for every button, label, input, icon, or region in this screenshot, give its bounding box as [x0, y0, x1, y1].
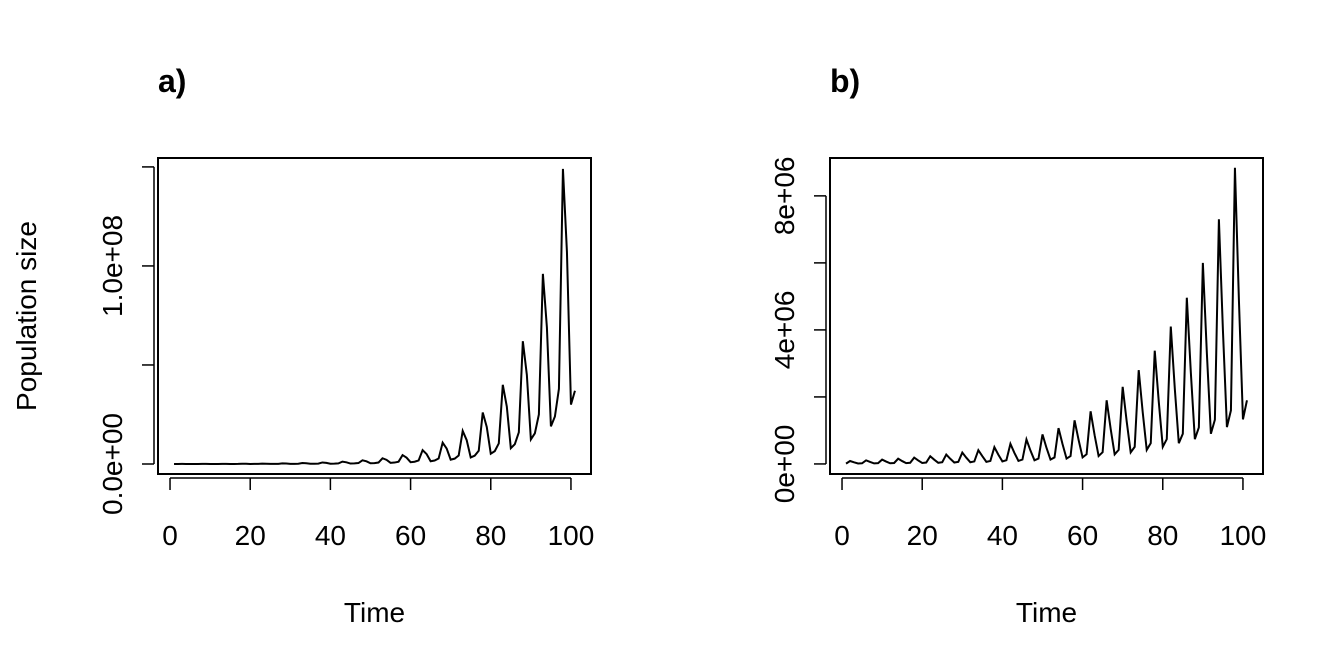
x-tick-label: 60 — [395, 520, 426, 551]
y-tick-label: 0e+00 — [769, 425, 800, 504]
x-tick-label: 20 — [235, 520, 266, 551]
plot-box — [157, 157, 592, 475]
y-tick-label: 0.0e+00 — [97, 413, 128, 515]
x-tick-label: 0 — [834, 520, 850, 551]
y-tick-label: 8e+06 — [769, 157, 800, 236]
y-axis-label: Population size — [11, 221, 42, 411]
x-tick-label: 0 — [162, 520, 178, 551]
x-tick-label: 100 — [548, 520, 595, 551]
panel-title: a) — [158, 63, 186, 99]
x-tick-label: 100 — [1220, 520, 1267, 551]
x-tick-label: 80 — [475, 520, 506, 551]
x-tick-label: 20 — [907, 520, 938, 551]
y-tick-label: 1.0e+08 — [97, 215, 128, 317]
panel-title: b) — [830, 63, 860, 99]
y-tick-label: 4e+06 — [769, 291, 800, 370]
x-axis-label: Time — [1016, 597, 1077, 628]
x-tick-label: 80 — [1147, 520, 1178, 551]
x-axis-label: Time — [344, 597, 405, 628]
x-tick-label: 40 — [987, 520, 1018, 551]
plot-box — [829, 157, 1264, 475]
x-tick-label: 40 — [315, 520, 346, 551]
data-line — [174, 168, 576, 465]
data-line — [845, 167, 1248, 465]
x-tick-label: 60 — [1067, 520, 1098, 551]
